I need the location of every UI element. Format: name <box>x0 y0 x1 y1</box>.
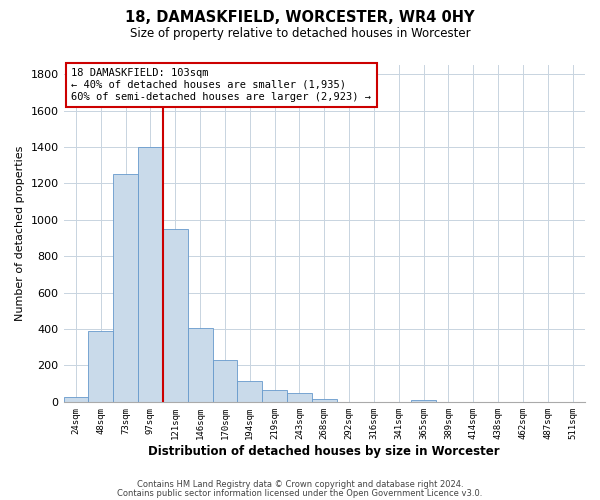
Bar <box>411 400 436 402</box>
Bar <box>138 147 163 402</box>
Bar <box>287 394 312 402</box>
Bar <box>64 398 88 402</box>
Bar <box>238 381 262 402</box>
Text: Size of property relative to detached houses in Worcester: Size of property relative to detached ho… <box>130 28 470 40</box>
X-axis label: Distribution of detached houses by size in Worcester: Distribution of detached houses by size … <box>148 444 500 458</box>
Text: 18, DAMASKFIELD, WORCESTER, WR4 0HY: 18, DAMASKFIELD, WORCESTER, WR4 0HY <box>125 10 475 25</box>
Bar <box>262 390 287 402</box>
Bar <box>163 229 188 402</box>
Text: Contains HM Land Registry data © Crown copyright and database right 2024.: Contains HM Land Registry data © Crown c… <box>137 480 463 489</box>
Bar <box>212 360 238 402</box>
Y-axis label: Number of detached properties: Number of detached properties <box>15 146 25 321</box>
Bar <box>312 399 337 402</box>
Bar <box>188 328 212 402</box>
Bar <box>113 174 138 402</box>
Text: Contains public sector information licensed under the Open Government Licence v3: Contains public sector information licen… <box>118 488 482 498</box>
Text: 18 DAMASKFIELD: 103sqm
← 40% of detached houses are smaller (1,935)
60% of semi-: 18 DAMASKFIELD: 103sqm ← 40% of detached… <box>71 68 371 102</box>
Bar <box>88 331 113 402</box>
